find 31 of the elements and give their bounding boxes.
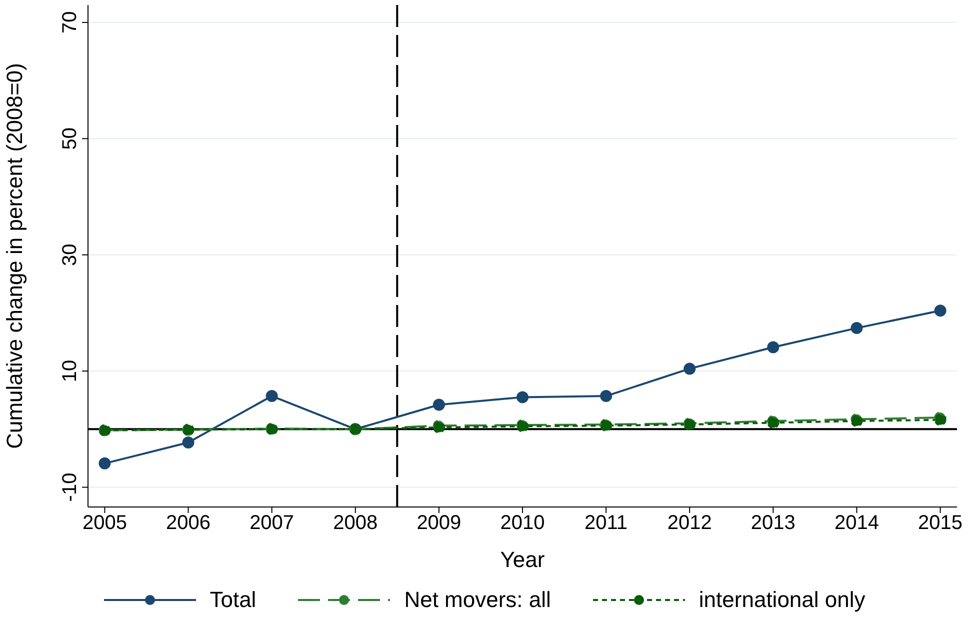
y-tick-label: -10 [59,472,81,502]
x-tick-label: 2013 [750,512,796,534]
legend-label: Net movers: all [404,587,551,613]
y-tick-label: 30 [59,244,81,266]
x-tick-label: 2005 [82,512,127,534]
y-tick-label: 50 [59,128,81,150]
x-axis-title: Year [500,547,545,572]
y-tick-label: 70 [59,11,81,34]
x-tick-label: 2010 [500,512,545,534]
y-axis-title: Cumulative change in percent (2008=0) [2,63,27,449]
point [684,362,696,375]
x-tick-label: 2009 [416,512,462,534]
legend-label: international only [698,587,866,613]
point [767,341,780,354]
point [182,436,194,449]
point [98,457,111,470]
legend-label: Total [210,587,256,613]
point [432,398,445,411]
x-tick-label: 2014 [834,512,879,534]
x-tick-label: 2006 [166,512,211,534]
point [850,322,863,334]
x-tick-label: 2011 [584,512,628,534]
y-tick-label: 10 [59,360,81,382]
x-tick-label: 2007 [250,512,294,534]
point [600,390,612,402]
point [516,391,528,404]
point [934,304,946,317]
point [266,390,278,402]
x-tick-label: 2008 [333,512,378,534]
x-tick-label: 2012 [667,512,712,534]
x-tick-label: 2015 [918,512,963,534]
